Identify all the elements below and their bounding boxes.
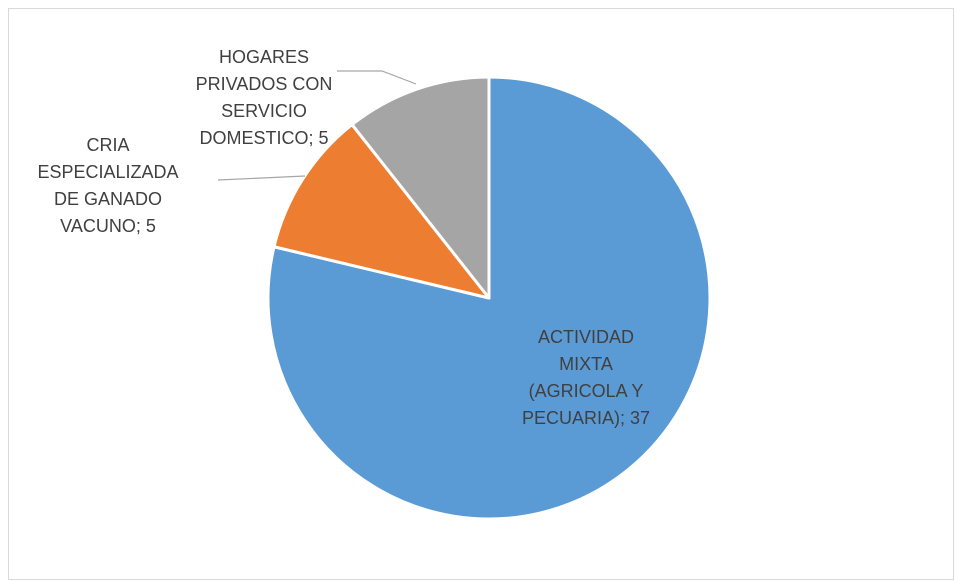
pie-slices: [266, 75, 712, 521]
data-label-line: PRIVADOS CON: [196, 74, 333, 94]
data-label-0: ACTIVIDAD MIXTA (AGRICOLA Y PECUARIA); 37: [522, 327, 650, 428]
data-label-line: CRIA: [86, 135, 129, 155]
data-label-line: HOGARES: [219, 47, 309, 67]
data-label-line: (AGRICOLA Y: [529, 381, 644, 401]
pie-slice-2: [350, 75, 491, 300]
data-label-line: MIXTA: [559, 354, 613, 374]
data-label-line: SERVICIO: [221, 101, 307, 121]
leader-line-2: [337, 70, 417, 85]
data-label-line: PECUARIA); 37: [522, 408, 650, 428]
data-label-line: VACUNO; 5: [60, 216, 156, 236]
data-label-line: DOMESTICO; 5: [199, 128, 328, 148]
data-label-line: ESPECIALIZADA: [37, 162, 178, 182]
data-label-2: HOGARES PRIVADOS CON SERVICIO DOMESTICO; 5: [196, 47, 333, 148]
pie-slice-0: [266, 75, 712, 521]
leader-lines: [217, 70, 417, 181]
data-label-line: DE GANADO: [54, 189, 162, 209]
leader-line-1: [217, 175, 306, 181]
data-labels: ACTIVIDAD MIXTA (AGRICOLA Y PECUARIA); 37 CR…: [37, 47, 650, 428]
data-label-line: ACTIVIDAD: [538, 327, 634, 347]
data-label-1: CRIA ESPECIALIZADA DE GANADO VACUNO; 5: [37, 135, 178, 236]
pie-slice-1: [272, 123, 491, 300]
